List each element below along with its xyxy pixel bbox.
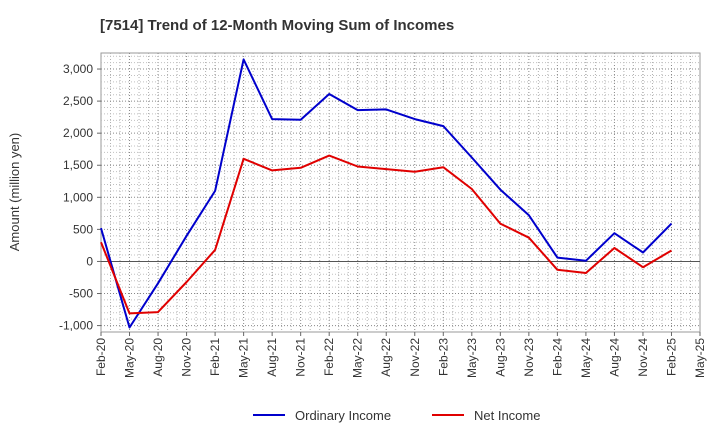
x-tick-label: Nov-22	[408, 338, 422, 377]
x-tick-label: Aug-22	[379, 338, 393, 377]
chart-title: [7514] Trend of 12-Month Moving Sum of I…	[100, 17, 454, 34]
y-tick-label: 2,500	[63, 94, 93, 108]
x-tick-label: Aug-21	[265, 338, 279, 377]
x-tick-label: Aug-23	[493, 338, 507, 377]
x-tick-label: Feb-21	[208, 338, 222, 376]
x-tick-label: May-20	[123, 338, 137, 378]
y-tick-label: 1,500	[63, 158, 93, 172]
series-line-net-income	[100, 154, 673, 315]
x-tick-label: May-21	[237, 338, 251, 378]
legend-label: Ordinary Income	[295, 408, 391, 423]
x-tick-label: Aug-20	[151, 338, 165, 377]
x-tick-label: Aug-24	[607, 338, 621, 377]
y-tick-label: 3,000	[63, 62, 93, 76]
y-tick-label: -500	[69, 287, 93, 301]
x-tick-label: May-23	[465, 338, 479, 378]
x-tick-label: Nov-24	[636, 338, 650, 377]
x-tick-label: Nov-21	[294, 338, 308, 377]
series-lines	[100, 58, 673, 329]
x-tick-label: May-22	[351, 338, 365, 378]
x-tick-label: Nov-23	[522, 338, 536, 377]
series-line-ordinary-income	[100, 58, 673, 329]
x-tick-label: Feb-23	[436, 338, 450, 376]
x-tick-label: Feb-20	[94, 338, 108, 376]
x-tick-label: May-25	[693, 338, 707, 378]
y-tick-label: 0	[86, 254, 93, 268]
x-axis-ticks: Feb-20 May-20 Aug-20 Nov-20 Feb-21 May-21 Aug-…	[94, 332, 707, 378]
x-tick-label: Nov-20	[180, 338, 194, 377]
x-tick-label: Feb-25	[664, 338, 678, 376]
legend: Ordinary Income Net Income	[253, 408, 540, 423]
y-axis-ticks: -1,000 -500 0 500 1,000 1,500 2,000 2,500 3,000	[59, 62, 101, 333]
y-tick-label: 2,000	[63, 126, 93, 140]
x-tick-label: Feb-22	[322, 338, 336, 376]
grid-lines	[101, 53, 700, 332]
y-axis-title: Amount (million yen)	[7, 133, 22, 252]
plot-area	[100, 52, 701, 333]
y-tick-label: 500	[73, 222, 93, 236]
legend-label: Net Income	[474, 408, 540, 423]
x-tick-label: May-24	[579, 338, 593, 378]
y-tick-label: 1,000	[63, 190, 93, 204]
y-tick-label: -1,000	[59, 319, 93, 333]
x-tick-label: Feb-24	[550, 338, 564, 376]
